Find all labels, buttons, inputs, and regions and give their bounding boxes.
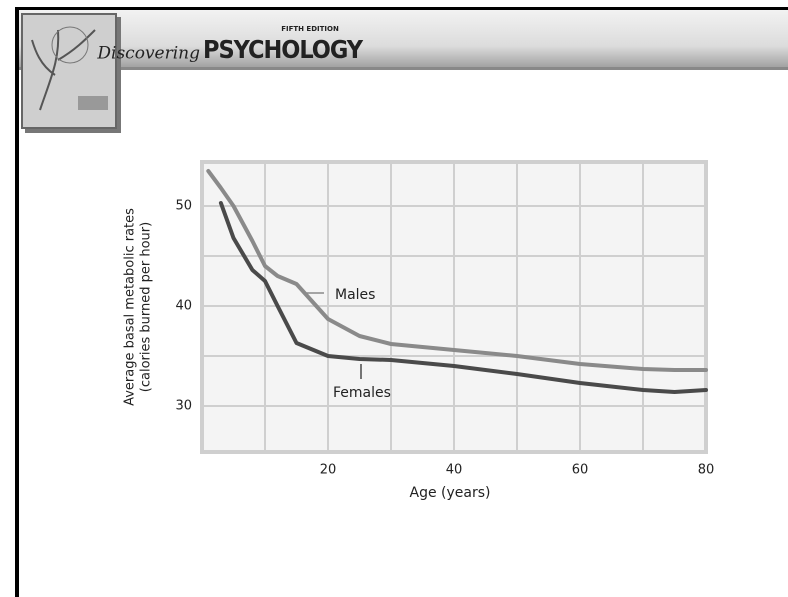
y-axis-label: (calories burned per hour)	[139, 222, 154, 392]
book-cover	[22, 14, 121, 133]
x-axis-label: Age (years)	[410, 485, 491, 501]
series-label: Females	[333, 385, 391, 401]
y-tick-label: 40	[175, 299, 192, 314]
y-tick-label: 30	[175, 399, 192, 414]
x-tick-label: 80	[698, 463, 715, 478]
edition: FIFTH EDITION	[281, 25, 339, 33]
top-border	[15, 7, 788, 10]
header-rule	[19, 67, 788, 70]
cover-authors	[78, 96, 108, 110]
y-axis-label: Average basal metabolic rates	[123, 208, 138, 406]
x-tick-label: 20	[320, 463, 337, 478]
left-border	[15, 7, 19, 597]
cover	[22, 14, 116, 128]
title: PSYCHOLOGY	[203, 35, 364, 64]
chart: Age (years) Average basal metabolic rate…	[123, 162, 715, 501]
slide: FIFTH EDITION Discovering PSYCHOLOGY Age…	[0, 0, 788, 597]
y-tick-label: 50	[175, 199, 192, 214]
x-tick-label: 60	[572, 463, 589, 478]
title-script: Discovering	[96, 44, 200, 64]
series-label: Males	[335, 287, 375, 303]
x-tick-label: 40	[446, 463, 463, 478]
